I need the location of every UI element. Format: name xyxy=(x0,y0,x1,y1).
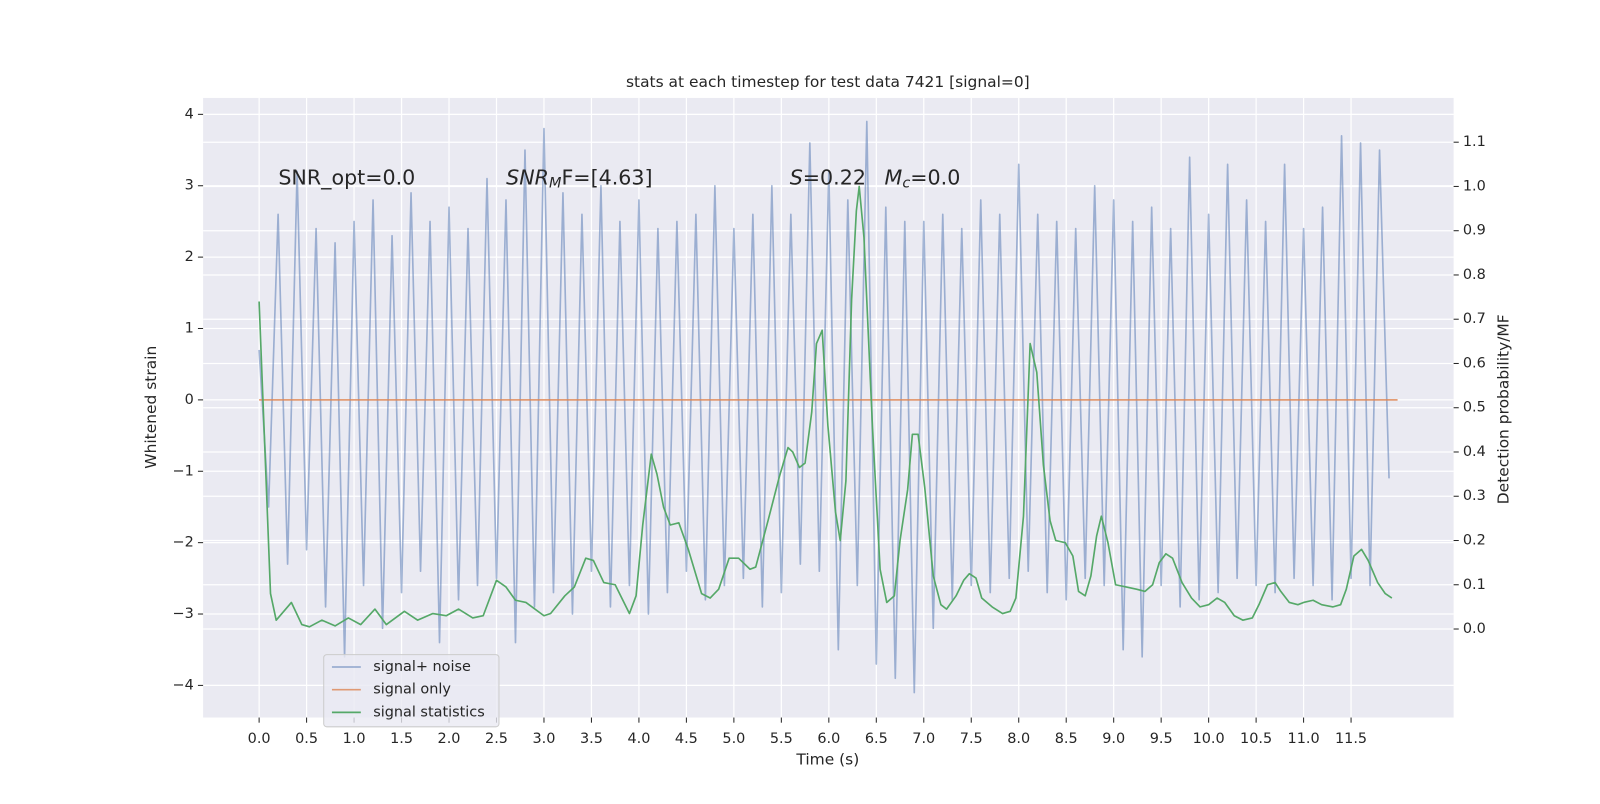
y-tick-label: 2 xyxy=(185,249,194,265)
x-tick-label: 6.0 xyxy=(817,731,840,747)
x-tick-label: 4.0 xyxy=(627,731,650,747)
annotation-part: F=[4.63] xyxy=(561,165,652,189)
x-tick-label: 7.0 xyxy=(912,731,935,747)
legend-label: signal only xyxy=(373,682,451,698)
legend-box xyxy=(323,654,500,728)
y2-tick-label: 0.0 xyxy=(1463,621,1486,637)
annotation-part: c xyxy=(902,176,910,192)
x-tick-label: 4.5 xyxy=(675,731,698,747)
y2-tick-label: 0.4 xyxy=(1463,444,1486,460)
y2-tick-label: 0.8 xyxy=(1463,267,1486,283)
x-tick-label: 2.5 xyxy=(485,731,508,747)
y2-tick-label: 0.9 xyxy=(1463,223,1486,239)
x-tick-label: 9.5 xyxy=(1150,731,1173,747)
y-tick-label: 0 xyxy=(185,392,194,408)
y-tick-label: 3 xyxy=(185,178,194,194)
x-tick-label: 7.5 xyxy=(960,731,983,747)
y-tick-label: −2 xyxy=(173,535,194,551)
annotation-part: SNR xyxy=(506,165,549,189)
x-tick-label: 5.0 xyxy=(722,731,745,747)
y-tick-label: 4 xyxy=(185,106,194,122)
x-tick-label: 10.0 xyxy=(1193,731,1225,747)
x-tick-label: 1.5 xyxy=(390,731,413,747)
x-tick-label: 5.5 xyxy=(770,731,793,747)
x-tick-label: 3.0 xyxy=(533,731,556,747)
x-tick-label: 2.0 xyxy=(438,731,461,747)
y-tick-label: −4 xyxy=(173,677,194,693)
x-tick-label: 1.0 xyxy=(343,731,366,747)
chart-title: stats at each timestep for test data 742… xyxy=(626,73,1030,91)
annotation-part: =0.0 xyxy=(910,165,960,189)
annotation-part: M xyxy=(549,176,562,192)
y2-tick-label: 0.5 xyxy=(1463,400,1486,416)
annotation: S=0.22 xyxy=(790,165,866,189)
series-group xyxy=(258,120,1398,694)
x-tick-label: 0.5 xyxy=(295,731,318,747)
series-line xyxy=(258,185,1393,628)
annotation-part: SNR_opt=0.0 xyxy=(278,165,415,190)
annotation: Mc=0.0 xyxy=(885,165,961,191)
y2-tick-label: 0.2 xyxy=(1463,533,1486,549)
annotation: SNRMF=[4.63] xyxy=(506,165,652,191)
x-tick-label: 10.5 xyxy=(1240,731,1272,747)
annotation-part: M xyxy=(885,165,903,189)
y2-tick-label: 0.6 xyxy=(1463,355,1486,371)
y2-tick-label: 1.0 xyxy=(1463,178,1486,194)
x-tick-label: 9.0 xyxy=(1102,731,1125,747)
x-tick-label: 6.5 xyxy=(865,731,888,747)
legend-label: signal statistics xyxy=(373,704,485,720)
annotation: SNR_opt=0.0 xyxy=(278,165,415,190)
x-tick-label: 11.0 xyxy=(1288,731,1320,747)
legend-label: signal+ noise xyxy=(373,659,471,675)
y2-axis-label: Detection probability/MF xyxy=(1495,314,1513,504)
y-axis-label: Whitened strain xyxy=(142,346,160,469)
y-tick-label: −1 xyxy=(173,463,194,479)
x-tick-label: 8.0 xyxy=(1007,731,1030,747)
x-tick-label: 8.5 xyxy=(1055,731,1078,747)
y2-tick-label: 0.1 xyxy=(1463,577,1486,593)
y2-tick-label: 0.7 xyxy=(1463,311,1486,327)
x-tick-label: 11.5 xyxy=(1335,731,1367,747)
y-tick-label: 1 xyxy=(185,320,194,336)
legend: signal+ noise signal only signal statistic… xyxy=(323,654,500,728)
x-axis-label: Time (s) xyxy=(795,750,859,768)
annotation-part: =0.22 xyxy=(803,165,866,189)
y2-tick-label: 1.1 xyxy=(1463,134,1486,150)
annotation-part: S xyxy=(790,165,803,189)
x-tick-label: 3.5 xyxy=(580,731,603,747)
y-tick-label: −3 xyxy=(173,606,194,622)
x-tick-label: 0.0 xyxy=(248,731,271,747)
y2-tick-label: 0.3 xyxy=(1463,488,1486,504)
axes: 0.0 0.5 1.0 1.5 2.0 2.5 3.0 3.5 4.0 4.5 5.0 5.5 6.0 6… xyxy=(173,106,1486,747)
